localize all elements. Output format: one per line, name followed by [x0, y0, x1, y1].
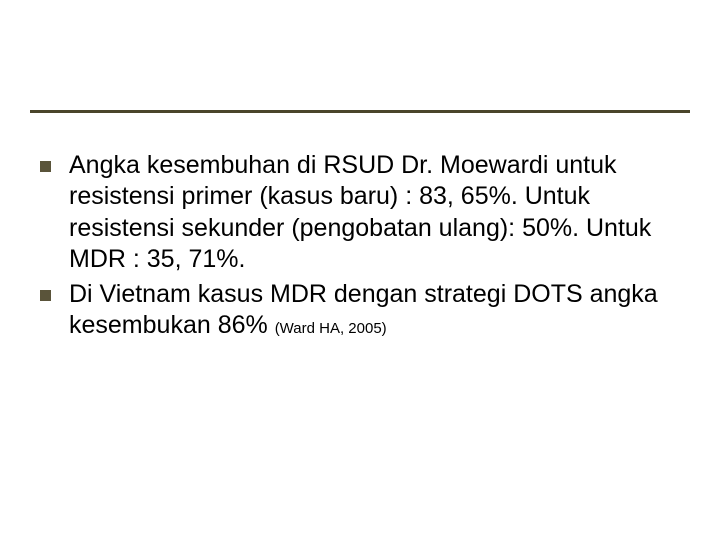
list-item: Di Vietnam kasus MDR dengan strategi DOT… — [40, 279, 690, 342]
square-bullet-icon — [40, 290, 51, 301]
slide-content: Angka kesembuhan di RSUD Dr. Moewardi un… — [40, 150, 690, 346]
bullet-citation: (Ward HA, 2005) — [275, 320, 387, 337]
horizontal-rule — [30, 110, 690, 113]
slide: Angka kesembuhan di RSUD Dr. Moewardi un… — [0, 0, 720, 540]
bullet-text: Angka kesembuhan di RSUD Dr. Moewardi un… — [69, 150, 690, 275]
bullet-body: Angka kesembuhan di RSUD Dr. Moewardi un… — [69, 151, 651, 273]
square-bullet-icon — [40, 161, 51, 172]
list-item: Angka kesembuhan di RSUD Dr. Moewardi un… — [40, 150, 690, 275]
bullet-text: Di Vietnam kasus MDR dengan strategi DOT… — [69, 279, 690, 342]
